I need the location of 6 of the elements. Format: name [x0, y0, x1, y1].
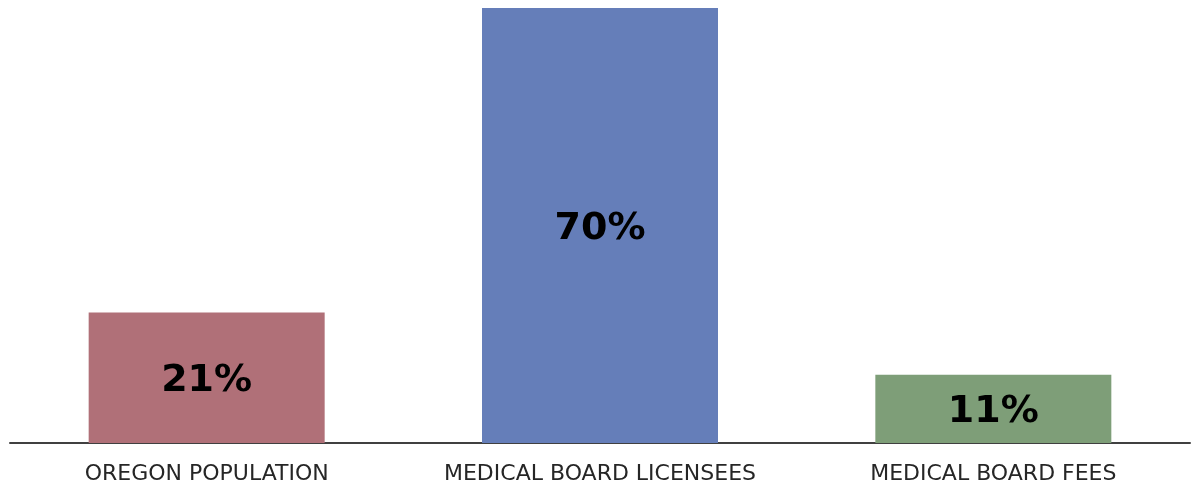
x-tick-label: MEDICAL BOARD FEES [870, 459, 1117, 485]
data-label: 11% [947, 386, 1039, 431]
x-tick-label: MEDICAL BOARD LICENSEES [443, 459, 757, 485]
x-tick-label: OREGON POPULATION [84, 459, 329, 485]
data-label: 70% [554, 203, 646, 248]
data-label: 21% [161, 355, 253, 400]
